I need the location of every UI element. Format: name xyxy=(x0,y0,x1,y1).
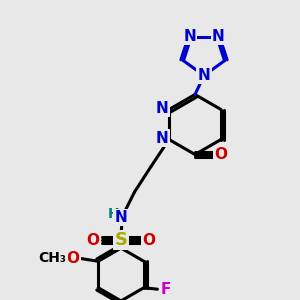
Text: O: O xyxy=(214,147,227,162)
Text: N: N xyxy=(198,68,210,83)
Text: F: F xyxy=(160,282,171,297)
Text: N: N xyxy=(115,210,128,225)
Text: O: O xyxy=(67,251,80,266)
Text: O: O xyxy=(87,232,100,247)
Text: H: H xyxy=(108,207,119,220)
Text: N: N xyxy=(156,130,169,146)
Text: N: N xyxy=(212,29,225,44)
Text: N: N xyxy=(156,100,169,116)
Text: N: N xyxy=(183,29,196,44)
Text: S: S xyxy=(115,231,128,249)
Text: CH₃: CH₃ xyxy=(39,251,67,265)
Text: O: O xyxy=(142,232,155,247)
